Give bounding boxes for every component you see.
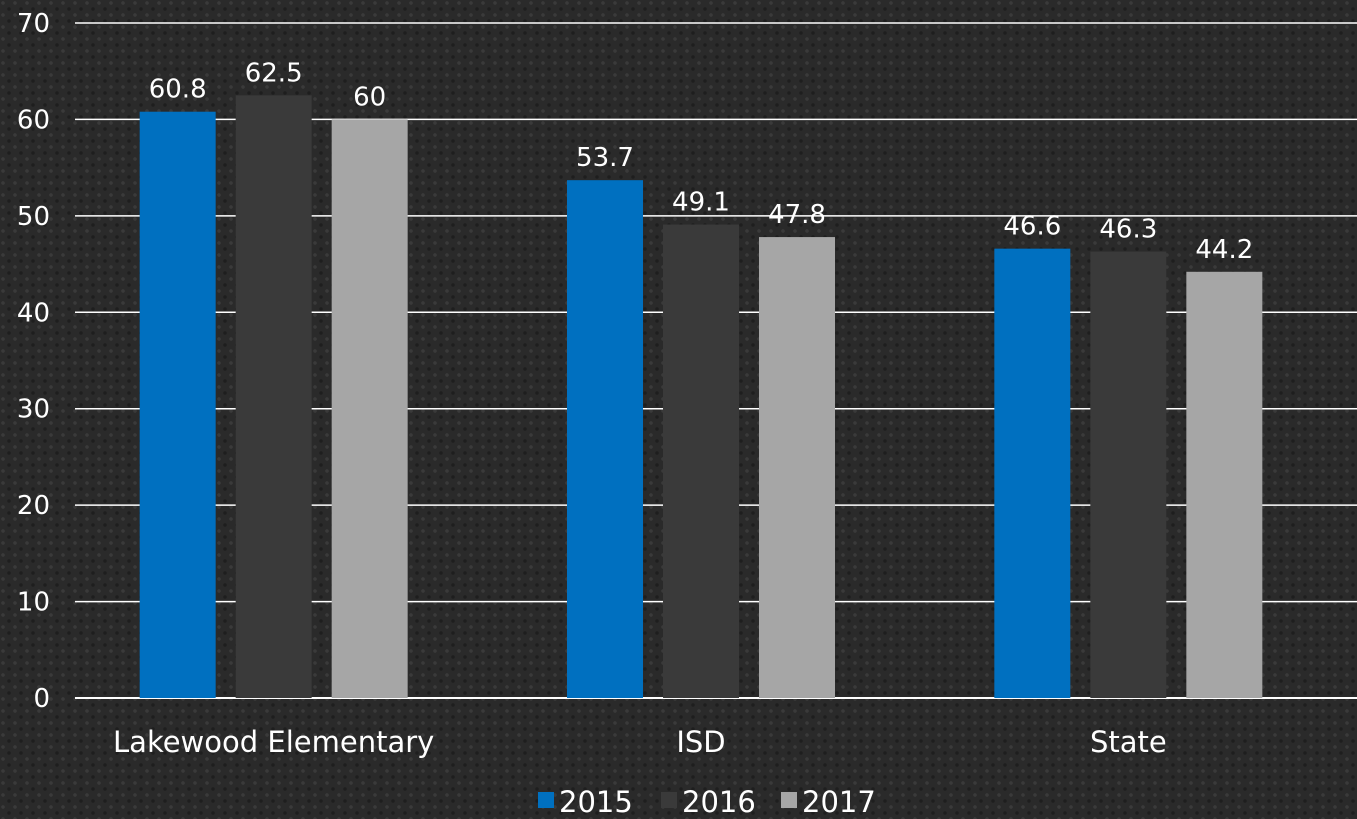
category-label: ISD bbox=[676, 725, 725, 759]
data-labels: 60.8 62.5 60 53.7 49.1 47.8 46.6 46.3 44.2 bbox=[149, 58, 1254, 264]
y-tick-label: 10 bbox=[17, 588, 50, 618]
bar-2015 bbox=[994, 248, 1071, 698]
data-label: 47.8 bbox=[768, 200, 826, 230]
y-tick-label: 50 bbox=[17, 202, 50, 232]
bar-2015 bbox=[567, 180, 643, 698]
bar-2017 bbox=[759, 237, 835, 699]
legend-label: 2016 bbox=[682, 785, 756, 819]
bars bbox=[139, 95, 1263, 699]
bar-2016 bbox=[1090, 251, 1167, 699]
y-tick-label: 30 bbox=[17, 395, 50, 425]
data-label: 60 bbox=[353, 82, 386, 112]
bar-2017 bbox=[331, 119, 408, 698]
bar-2015 bbox=[139, 111, 216, 698]
legend-swatch-2017 bbox=[781, 792, 797, 808]
legend-label: 2017 bbox=[802, 785, 876, 819]
legend-label: 2015 bbox=[559, 785, 633, 819]
bar-2016 bbox=[235, 95, 312, 699]
y-axis-ticks: 0 10 20 30 40 50 60 70 bbox=[17, 9, 50, 714]
data-label: 62.5 bbox=[245, 58, 303, 88]
data-label: 46.6 bbox=[1003, 212, 1061, 242]
category-label: Lakewood Elementary bbox=[113, 725, 434, 759]
y-tick-label: 70 bbox=[17, 9, 50, 39]
legend: 2015 2016 2017 bbox=[538, 785, 876, 819]
bar-2016 bbox=[663, 224, 739, 699]
data-label: 49.1 bbox=[672, 188, 730, 218]
data-label: 53.7 bbox=[576, 143, 634, 173]
y-tick-label: 20 bbox=[17, 491, 50, 521]
data-label: 44.2 bbox=[1195, 235, 1253, 265]
legend-swatch-2016 bbox=[661, 792, 677, 808]
y-tick-label: 0 bbox=[33, 684, 50, 714]
bar-2017 bbox=[1186, 271, 1263, 698]
y-tick-label: 40 bbox=[17, 298, 50, 328]
x-axis-categories: Lakewood Elementary ISD State bbox=[113, 725, 1167, 759]
data-label: 46.3 bbox=[1099, 215, 1157, 245]
data-label: 60.8 bbox=[149, 75, 207, 105]
y-tick-label: 60 bbox=[17, 105, 50, 135]
legend-swatch-2015 bbox=[538, 792, 554, 808]
category-label: State bbox=[1090, 725, 1167, 759]
